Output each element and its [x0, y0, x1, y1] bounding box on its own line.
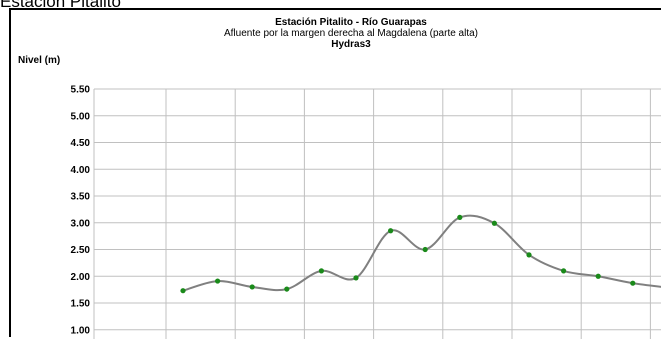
data-points [180, 214, 636, 294]
chart-title: Estación Pitalito - Río Guarapas [275, 17, 427, 28]
series-line [182, 214, 661, 292]
grid-lines [93, 88, 661, 339]
y-tick-label: 3.00 [71, 218, 91, 229]
y-axis-label: Nivel (m) [18, 55, 60, 66]
y-tick-label: 5.00 [71, 111, 91, 122]
data-point [457, 214, 463, 220]
y-tick-label: 2.00 [71, 272, 91, 283]
data-point [422, 246, 428, 253]
y-tick-label: 4.00 [71, 165, 91, 176]
y-axis-ticks: 5.50 5.00 4.50 4.00 3.50 3.00 2.50 2.00 1.50 1.00 [71, 85, 91, 337]
y-tick-label: 5.50 [71, 85, 91, 96]
data-point [284, 286, 290, 292]
data-point [215, 278, 221, 284]
data-point [526, 252, 532, 258]
data-point [561, 268, 567, 274]
chart-frame: 5.50 5.00 4.50 4.00 3.50 3.00 2.50 2.00 1.50 1.00… [9, 8, 661, 339]
data-point [388, 228, 394, 234]
y-tick-label: 2.50 [71, 245, 91, 256]
data-point [491, 220, 497, 226]
chart-subtitle: Afluente por la margen derecha al Magdal… [224, 28, 478, 39]
page-heading: Estación Pitalito [0, 0, 121, 11]
data-point [353, 275, 359, 281]
data-point [249, 284, 255, 290]
y-tick-label: 1.50 [71, 299, 91, 310]
y-tick-label: 1.00 [71, 325, 91, 336]
y-tick-label: 3.50 [71, 192, 91, 203]
chart-subtitle-2: Hydras3 [331, 39, 371, 50]
data-point [318, 268, 324, 274]
data-point [630, 280, 636, 286]
data-point [595, 273, 601, 279]
data-point [180, 288, 186, 294]
y-tick-label: 4.50 [71, 138, 91, 149]
level-chart: 5.50 5.00 4.50 4.00 3.50 3.00 2.50 2.00 1.50 1.00… [18, 17, 661, 339]
